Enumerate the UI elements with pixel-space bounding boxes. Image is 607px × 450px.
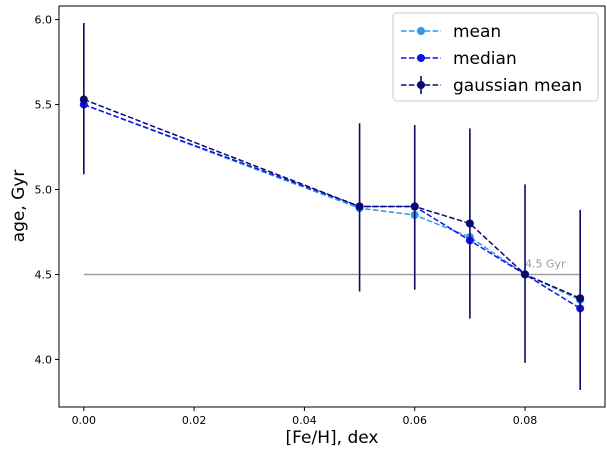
legend-swatch-marker (417, 54, 425, 62)
y-tick-label: 6.0 (35, 14, 53, 27)
data-point (355, 202, 364, 211)
series-line (83, 98, 581, 299)
series-line (83, 103, 581, 310)
series-group (79, 22, 585, 391)
legend-label: median (453, 49, 517, 69)
y-axis-ticks: 4.0 4.5 5.0 5.5 6.0 (35, 14, 59, 366)
x-axis-ticks: 0.00 0.02 0.04 0.06 0.08 (72, 407, 538, 427)
x-tick-label: 0.00 (72, 414, 97, 427)
plot-frame (58, 5, 606, 408)
data-point (465, 219, 474, 228)
legend-item-mean: mean (401, 22, 501, 42)
data-point (410, 202, 419, 211)
x-tick-label: 0.04 (292, 414, 317, 427)
x-tick-label: 0.06 (402, 414, 427, 427)
y-tick-label: 4.0 (35, 353, 53, 366)
data-point (521, 270, 530, 279)
reference-line-group: 4.5 Gyr (83, 257, 581, 276)
x-tick-label: 0.02 (182, 414, 207, 427)
y-axis-label: age, Gyr (9, 170, 29, 243)
data-point (79, 95, 88, 104)
y-tick-label: 4.5 (35, 268, 53, 281)
legend-swatch-marker (417, 27, 425, 35)
series-gaussian-mean (79, 22, 585, 391)
legend-swatch-marker (417, 81, 425, 89)
reference-line-label: 4.5 Gyr (525, 257, 566, 270)
data-point (576, 294, 585, 303)
legend-label: mean (453, 22, 501, 42)
legend-item-median: median (401, 49, 517, 69)
x-axis-label: [Fe/H], dex (286, 428, 379, 448)
legend: mean median gaussian mean (392, 12, 599, 102)
legend-box (392, 12, 599, 102)
y-tick-label: 5.0 (35, 184, 53, 197)
legend-item-gaussian-mean: gaussian mean (401, 76, 582, 96)
x-tick-label: 0.08 (513, 414, 538, 427)
y-tick-label: 5.5 (35, 99, 53, 112)
legend-label: gaussian mean (453, 76, 582, 96)
